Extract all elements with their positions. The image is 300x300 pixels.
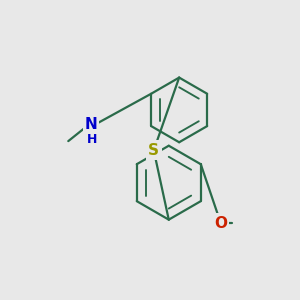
Text: O: O xyxy=(214,216,227,231)
Text: N: N xyxy=(85,117,98,132)
Text: S: S xyxy=(148,143,159,158)
Text: H: H xyxy=(87,133,97,146)
